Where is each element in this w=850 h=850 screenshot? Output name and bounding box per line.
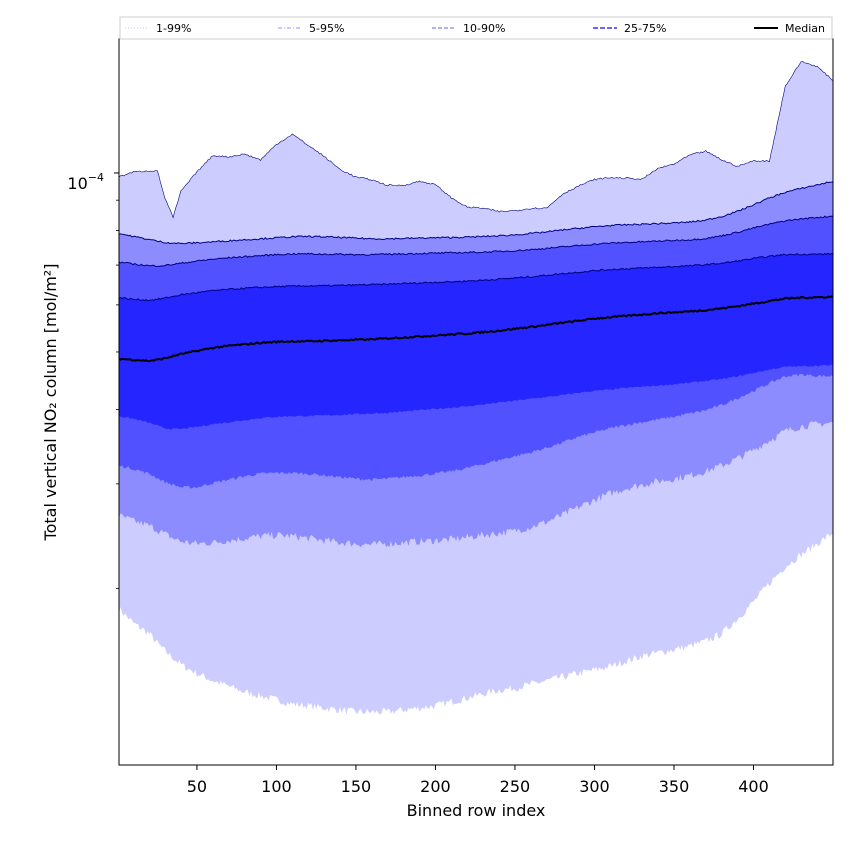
x-tick-label: 200 [420,777,451,796]
series-line-median [119,295,833,363]
x-tick-label: 400 [738,777,769,796]
series-line-p75 [119,252,833,302]
legend-label: 5-95% [309,22,344,35]
legend-label: Median [785,22,825,35]
legend-label: 1-99% [156,22,191,35]
legend-item-Median: Median [754,22,825,35]
y-axis-label: Total vertical NO₂ column [mol/m²] [41,264,60,542]
x-tick-label: 150 [341,777,372,796]
y-axis [114,172,119,589]
x-tick-label: 250 [500,777,531,796]
x-axis-label: Binned row index [407,801,546,820]
lines-layer [119,61,833,363]
band-25-75pct [119,253,833,430]
legend-item-1-99pct: 1-99% [125,22,191,35]
svg-text:10−4: 10−4 [67,171,104,193]
y-tick-label-1e-4: 10−4 [67,171,104,193]
legend-item-10-90pct: 10-90% [432,22,505,35]
x-tick-label: 300 [579,777,610,796]
x-tick-label: 350 [659,777,690,796]
y-tick-label-exponent: −4 [88,171,104,184]
x-axis: 50 100 150 200 250 300 350 400 [187,765,769,796]
legend-label: 10-90% [463,22,505,35]
y-tick-label-base: 10 [67,174,87,193]
legend-label: 25-75% [624,22,666,35]
legend-item-25-75pct: 25-75% [593,22,666,35]
series-line-p90 [119,215,833,268]
x-tick-label: 50 [187,777,207,796]
series-line-p95 [119,181,833,245]
legend: 1-99% 5-95% 10-90% 25-75% Median [119,16,833,40]
legend-box [119,16,833,40]
series-line-p99 [119,61,833,219]
x-tick-label: 100 [261,777,292,796]
legend-item-5-95pct: 5-95% [278,22,344,35]
bands-layer [119,61,833,715]
